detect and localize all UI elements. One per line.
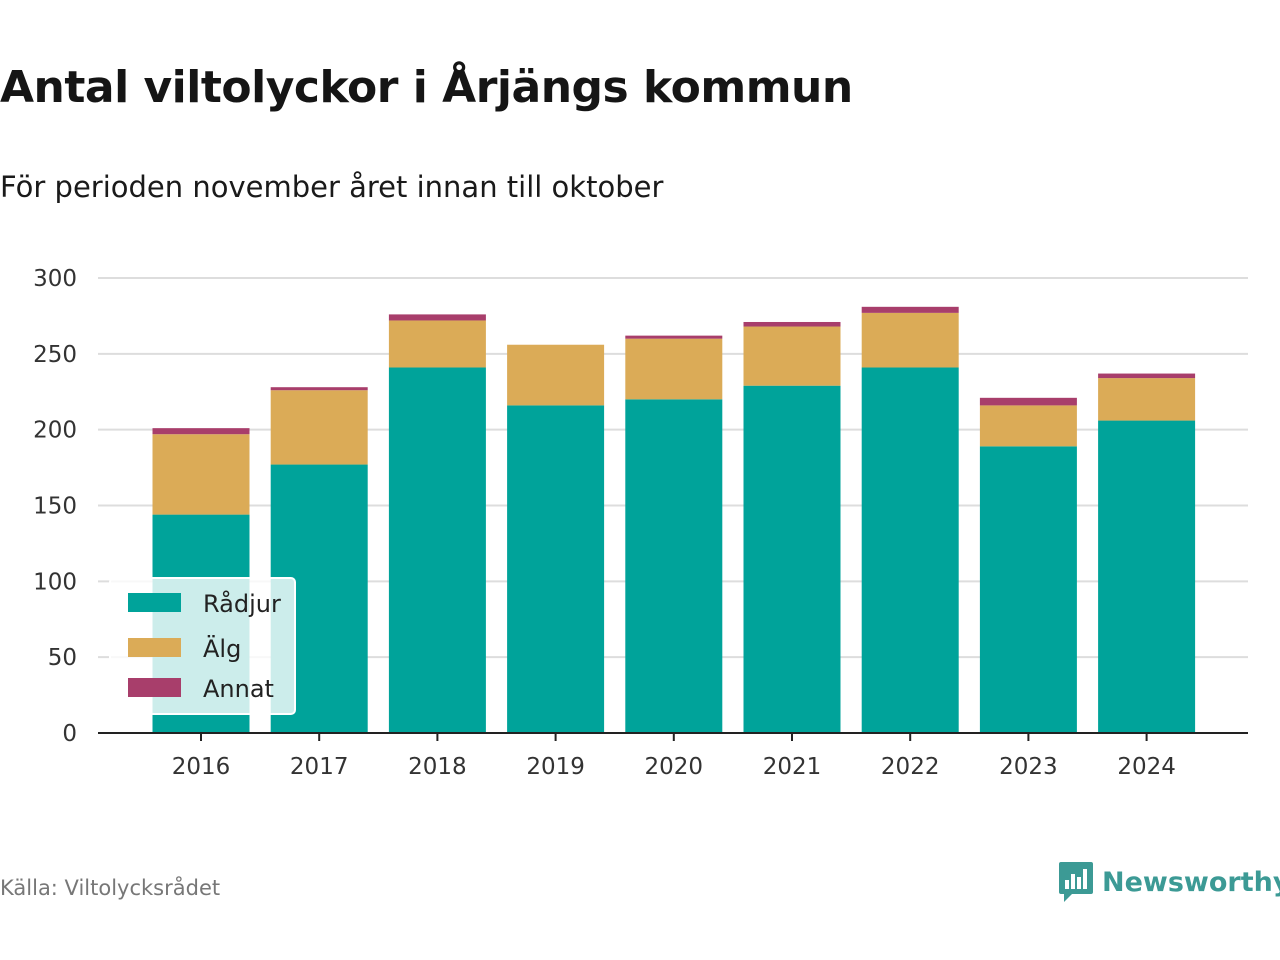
chart-title: Antal viltolyckor i Årjängs kommun bbox=[0, 62, 853, 113]
y-tick-label: 50 bbox=[48, 645, 77, 671]
legend-swatch bbox=[128, 678, 181, 697]
source-note: Källa: Viltolycksrådet bbox=[0, 876, 221, 900]
brand-name: Newsworthy bbox=[1102, 866, 1280, 898]
bar-segment-älg bbox=[507, 344, 605, 406]
bar-segment-rådjur bbox=[507, 405, 605, 733]
bar-segment-rådjur bbox=[625, 399, 723, 733]
y-tick-label: 100 bbox=[33, 569, 77, 595]
x-tick-label: 2021 bbox=[763, 754, 822, 780]
axes: 0 50 100 150 200 250 300 2016 2017 2018 2019 2020 20… bbox=[33, 266, 1248, 780]
x-tick-label: 2024 bbox=[1117, 754, 1176, 780]
x-tick-label: 2019 bbox=[526, 754, 585, 780]
legend-label: Annat bbox=[203, 675, 274, 703]
x-tick-label: 2018 bbox=[408, 754, 467, 780]
bar-chart-speech-bubble-icon bbox=[1059, 862, 1093, 902]
bar-segment-rådjur bbox=[743, 385, 841, 733]
bar-segment-älg bbox=[270, 390, 368, 465]
y-tick-label: 300 bbox=[33, 266, 77, 292]
bar-segment-annat bbox=[270, 387, 368, 391]
bar-segment-rådjur bbox=[388, 367, 486, 733]
chart-subtitle: För perioden november året innan till ok… bbox=[0, 170, 664, 204]
legend-swatch bbox=[128, 638, 181, 657]
x-tick-label: 2017 bbox=[290, 754, 349, 780]
bar-segment-rådjur bbox=[1098, 420, 1196, 733]
x-tick-label: 2016 bbox=[172, 754, 231, 780]
legend-swatch bbox=[128, 593, 181, 612]
brand-logo[interactable]: Newsworthy bbox=[1058, 860, 1280, 904]
bar-segment-annat bbox=[979, 397, 1077, 406]
y-tick-label: 250 bbox=[33, 342, 77, 368]
x-tick-label: 2023 bbox=[999, 754, 1058, 780]
bar-segment-älg bbox=[152, 434, 250, 515]
y-tick-label: 0 bbox=[62, 721, 77, 747]
bar-segment-annat bbox=[1098, 373, 1196, 379]
bar-segment-älg bbox=[388, 320, 486, 368]
y-tick-label: 200 bbox=[33, 418, 77, 444]
x-tick-label: 2022 bbox=[881, 754, 940, 780]
bar-segment-annat bbox=[152, 428, 250, 435]
bar-segment-annat bbox=[388, 314, 486, 321]
x-tick-label: 2020 bbox=[645, 754, 704, 780]
bar-segment-annat bbox=[861, 306, 959, 313]
bar-segment-älg bbox=[861, 312, 959, 368]
legend: Rådjur Älg Annat bbox=[109, 577, 296, 715]
bar-segment-älg bbox=[1098, 378, 1196, 421]
y-tick-label: 150 bbox=[33, 494, 77, 520]
bar-segment-älg bbox=[625, 338, 723, 400]
bar-segment-annat bbox=[743, 321, 841, 327]
bar-segment-älg bbox=[743, 326, 841, 386]
legend-label: Rådjur bbox=[203, 589, 281, 618]
bar-segment-rådjur bbox=[979, 446, 1077, 733]
bar-segment-annat bbox=[625, 335, 723, 339]
bar-segment-älg bbox=[979, 405, 1077, 447]
bar-segment-rådjur bbox=[861, 367, 959, 733]
bars bbox=[152, 306, 1196, 733]
legend-label: Älg bbox=[203, 634, 241, 663]
